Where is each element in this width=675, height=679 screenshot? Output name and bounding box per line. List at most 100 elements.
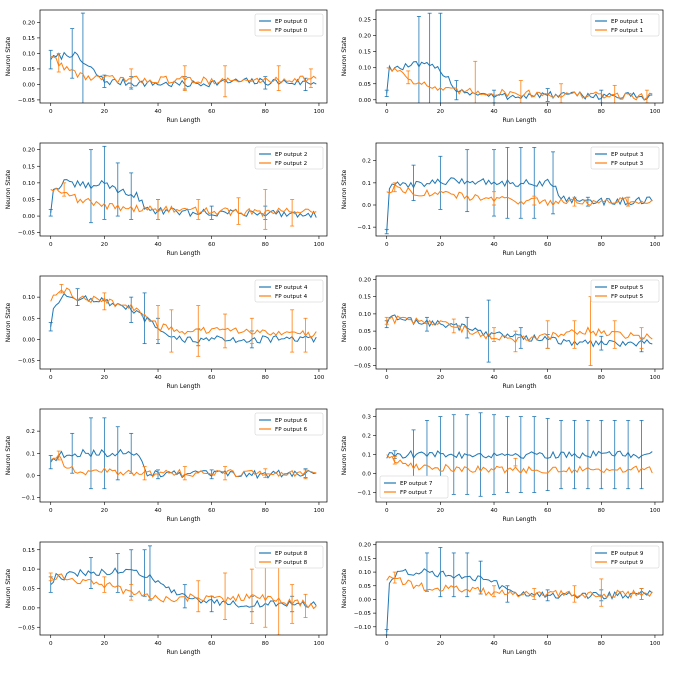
legend-label-8-1: FP output 8 [275, 560, 308, 566]
error-bar-1-1-3 [559, 83, 564, 103]
error-bar-5-1-8 [639, 327, 644, 349]
error-bar-2-1-2 [196, 199, 201, 220]
axes-frame-5 [375, 275, 664, 370]
error-bar-9-1-1 [492, 585, 497, 598]
error-bar-5-1-0 [384, 316, 389, 325]
error-bar-1-0-5 [492, 89, 497, 103]
x-tick-label-1-5: 100 [650, 109, 661, 115]
error-bar-9-0-3 [451, 552, 456, 598]
series-line-4-1 [50, 287, 317, 339]
error-bar-1-1-5 [644, 89, 649, 103]
error-bar-2-1-4 [263, 189, 268, 230]
error-bar-9-1-4 [599, 578, 604, 607]
legend-6: EP output 6 FP output 6 [254, 412, 324, 436]
y-axis-label-5: Neuron State [341, 302, 348, 342]
series-line-1-1 [386, 67, 653, 101]
error-bar-8-1-8 [290, 584, 295, 624]
error-bar-7-0-14 [585, 419, 590, 490]
error-bar-3-0-5 [505, 147, 510, 219]
error-bar-9-0-0 [384, 629, 389, 635]
error-bar-6-0-0 [48, 455, 53, 470]
series-line-1-0 [386, 61, 653, 101]
error-bar-6-0-5 [129, 432, 134, 474]
error-bar-3-0-0 [384, 228, 389, 235]
y-axis-label-7: Neuron State [341, 435, 348, 475]
y-axis-label-1: Neuron State [341, 36, 348, 76]
axes-frame-0 [39, 9, 328, 104]
x-axis-label-3: Run Length [502, 250, 536, 257]
error-bar-8-0-4 [142, 549, 147, 597]
error-bar-0-1-0 [56, 53, 61, 73]
series-line-9-1 [386, 575, 653, 599]
x-axis-label-6: Run Length [166, 516, 200, 523]
series-line-8-0 [50, 567, 317, 608]
x-tick-label-4-1: 20 [101, 375, 109, 381]
y-axis-label-6: Neuron State [5, 435, 12, 475]
y-tick-label-4-1: 0.00 [23, 337, 36, 343]
axes-frame-1 [375, 9, 664, 104]
legend-1: EP output 1 FP output 1 [590, 13, 660, 37]
error-bar-8-0-5 [147, 545, 152, 601]
x-tick-label-7-1: 20 [437, 508, 445, 514]
series-line-7-1 [386, 454, 653, 475]
x-tick-label-8-4: 80 [262, 641, 270, 647]
error-bar-4-0-3 [142, 292, 147, 345]
y-tick-label-0-2: 0.05 [23, 67, 36, 73]
legend-4: EP output 4 FP output 4 [254, 279, 324, 303]
x-tick-label-7-0: 0 [385, 508, 389, 514]
y-axis-label-0: Neuron State [5, 36, 12, 76]
x-tick-label-4-3: 60 [208, 375, 216, 381]
error-bar-9-0-7 [545, 589, 550, 602]
error-bar-1-0-3 [438, 12, 443, 103]
y-tick-label-2-3: 0.10 [23, 181, 36, 187]
series-line-0-0 [50, 51, 317, 88]
legend-label-0-1: FP output 0 [275, 28, 308, 34]
error-bar-6-0-4 [115, 426, 120, 481]
error-bar-7-0-11 [545, 418, 550, 492]
x-tick-label-4-0: 0 [49, 375, 53, 381]
y-tick-label-9-4: 0.10 [359, 570, 372, 576]
chart-panel-9: 0 20 40 60 80 100 −0.10 −0.05 0.00 0.05 0.10 0.15 0.… [341, 541, 664, 656]
error-bar-4-1-0 [59, 284, 64, 294]
x-tick-label-7-4: 80 [598, 508, 606, 514]
error-bar-4-0-2 [129, 296, 134, 323]
error-bar-7-0-12 [559, 419, 564, 490]
legend-9: EP output 9 FP output 9 [590, 545, 660, 569]
series-line-8-1 [50, 573, 317, 610]
series-line-2-1 [50, 187, 317, 218]
legend-label-8-0: EP output 8 [275, 551, 308, 557]
x-tick-label-2-0: 0 [49, 242, 53, 248]
x-axis-label-5: Run Length [502, 383, 536, 390]
x-tick-label-4-5: 100 [314, 375, 325, 381]
series-line-6-1 [50, 453, 317, 478]
x-tick-label-5-2: 40 [490, 375, 498, 381]
error-bar-9-0-2 [438, 547, 443, 598]
error-bar-9-1-3 [572, 585, 577, 603]
x-tick-label-6-1: 20 [101, 508, 109, 514]
error-bar-6-1-0 [56, 450, 61, 461]
y-tick-label-5-2: 0.05 [359, 329, 372, 335]
error-bar-2-0-3 [115, 162, 120, 217]
error-bar-6-0-2 [88, 417, 93, 490]
y-tick-label-2-2: 0.05 [23, 197, 36, 203]
error-bar-0-1-4 [276, 65, 281, 91]
series-line-3-0 [386, 177, 653, 232]
y-tick-label-0-3: 0.10 [23, 51, 36, 57]
series-line-4-0 [50, 292, 317, 344]
error-bar-0-1-5 [308, 68, 313, 88]
x-tick-label-1-0: 0 [385, 109, 389, 115]
error-bar-7-0-13 [572, 419, 577, 490]
error-bar-2-1-0 [62, 182, 67, 197]
x-tick-label-1-1: 20 [437, 109, 445, 115]
x-tick-label-4-4: 80 [262, 375, 270, 381]
x-tick-label-6-5: 100 [314, 508, 325, 514]
x-tick-label-1-2: 40 [490, 109, 498, 115]
x-tick-label-6-4: 80 [262, 508, 270, 514]
error-bar-3-0-8 [551, 151, 556, 215]
error-bar-0-0-2 [80, 12, 85, 103]
error-bar-2-0-2 [102, 145, 107, 220]
x-axis-label-2: Run Length [166, 250, 200, 257]
error-bar-8-1-6 [263, 564, 268, 628]
y-tick-label-2-5: 0.20 [23, 148, 36, 154]
x-tick-label-2-3: 60 [208, 242, 216, 248]
